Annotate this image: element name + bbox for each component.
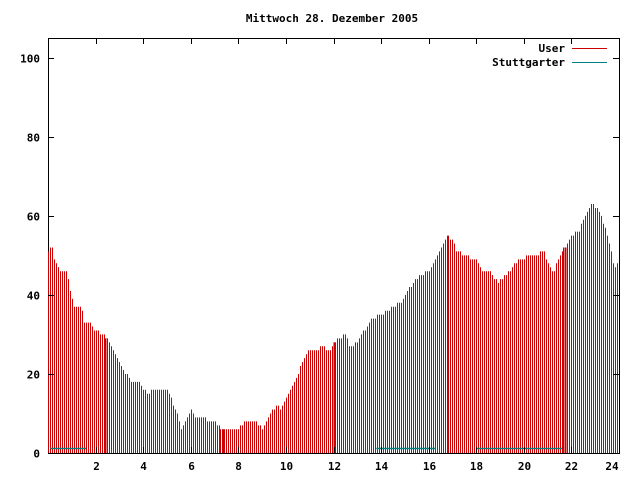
legend-label-stuttgarter: Stuttgarter [492, 56, 565, 69]
y-tick-label: 100 [20, 53, 40, 66]
y-axis: 0 20 40 60 80 100 [20, 53, 619, 461]
x-tick-label: 22 [565, 460, 578, 473]
bars-layer [48, 204, 618, 453]
x-tick-label: 6 [188, 460, 195, 473]
x-tick-label: 4 [140, 460, 147, 473]
y-tick-label: 40 [27, 290, 40, 303]
x-tick-label: 10 [280, 460, 293, 473]
x-tick-label: 18 [470, 460, 483, 473]
y-tick-label: 60 [27, 211, 40, 224]
x-tick-label: 12 [328, 460, 341, 473]
x-tick-label: 20 [518, 460, 531, 473]
chart-title: Mittwoch 28. Dezember 2005 [246, 12, 418, 25]
y-tick-label: 0 [33, 448, 40, 461]
x-tick-label: 16 [423, 460, 437, 473]
x-tick-label: 24 [605, 460, 619, 473]
y-tick-label: 80 [27, 132, 40, 145]
x-tick-label: 14 [375, 460, 389, 473]
y-tick-label: 20 [27, 369, 40, 382]
legend-label-user: User [539, 42, 566, 55]
x-axis: 2 4 6 8 10 12 14 16 18 20 22 24 [93, 38, 620, 473]
legend: User Stuttgarter [492, 42, 607, 69]
x-tick-label: 2 [93, 460, 100, 473]
x-tick-label: 8 [235, 460, 242, 473]
